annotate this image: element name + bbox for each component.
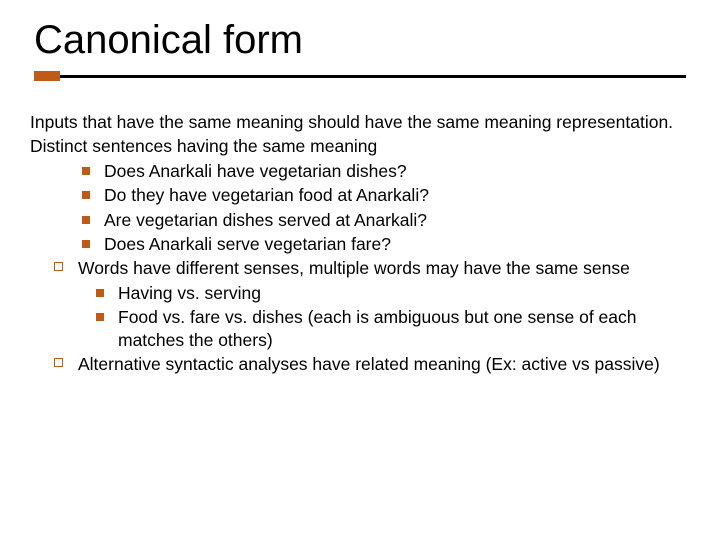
list-item: Having vs. serving [94, 282, 692, 304]
points-list: Words have different senses, multiple wo… [30, 257, 692, 375]
list-item: Are vegetarian dishes served at Anarkali… [78, 209, 692, 231]
example-3: Are vegetarian dishes served at Anarkali… [104, 210, 427, 230]
example-list: Does Anarkali have vegetarian dishes? Do… [30, 160, 692, 256]
title-area: Canonical form [0, 0, 720, 81]
list-item: Do they have vegetarian food at Anarkali… [78, 184, 692, 206]
page-title: Canonical form [34, 18, 720, 63]
slide: Canonical form Inputs that have the same… [0, 0, 720, 540]
accent-rule [60, 75, 686, 78]
list-item: Does Anarkali serve vegetarian fare? [78, 233, 692, 255]
list-item: Alternative syntactic analyses have rela… [48, 353, 692, 375]
list-item: Does Anarkali have vegetarian dishes? [78, 160, 692, 182]
point-1-text: Words have different senses, multiple wo… [78, 258, 630, 278]
list-item: Words have different senses, multiple wo… [48, 257, 692, 351]
example-1: Does Anarkali have vegetarian dishes? [104, 161, 407, 181]
intro-line-1: Inputs that have the same meaning should… [30, 111, 692, 133]
point-1-sub-1: Having vs. serving [118, 283, 261, 303]
list-item: Food vs. fare vs. dishes (each is ambigu… [94, 306, 692, 351]
example-2: Do they have vegetarian food at Anarkali… [104, 185, 429, 205]
title-underline [34, 71, 686, 81]
point-1-sub-2: Food vs. fare vs. dishes (each is ambigu… [118, 307, 637, 349]
example-4: Does Anarkali serve vegetarian fare? [104, 234, 391, 254]
intro-line-2: Distinct sentences having the same meani… [30, 135, 692, 157]
intro-text-1: Inputs that have the same meaning should… [30, 112, 673, 132]
point-2-text: Alternative syntactic analyses have rela… [78, 354, 660, 374]
accent-block [34, 71, 60, 81]
slide-body: Inputs that have the same meaning should… [0, 81, 720, 375]
intro-text-2: Distinct sentences having the same meani… [30, 136, 377, 156]
point-1-sublist: Having vs. serving Food vs. fare vs. dis… [78, 282, 692, 351]
